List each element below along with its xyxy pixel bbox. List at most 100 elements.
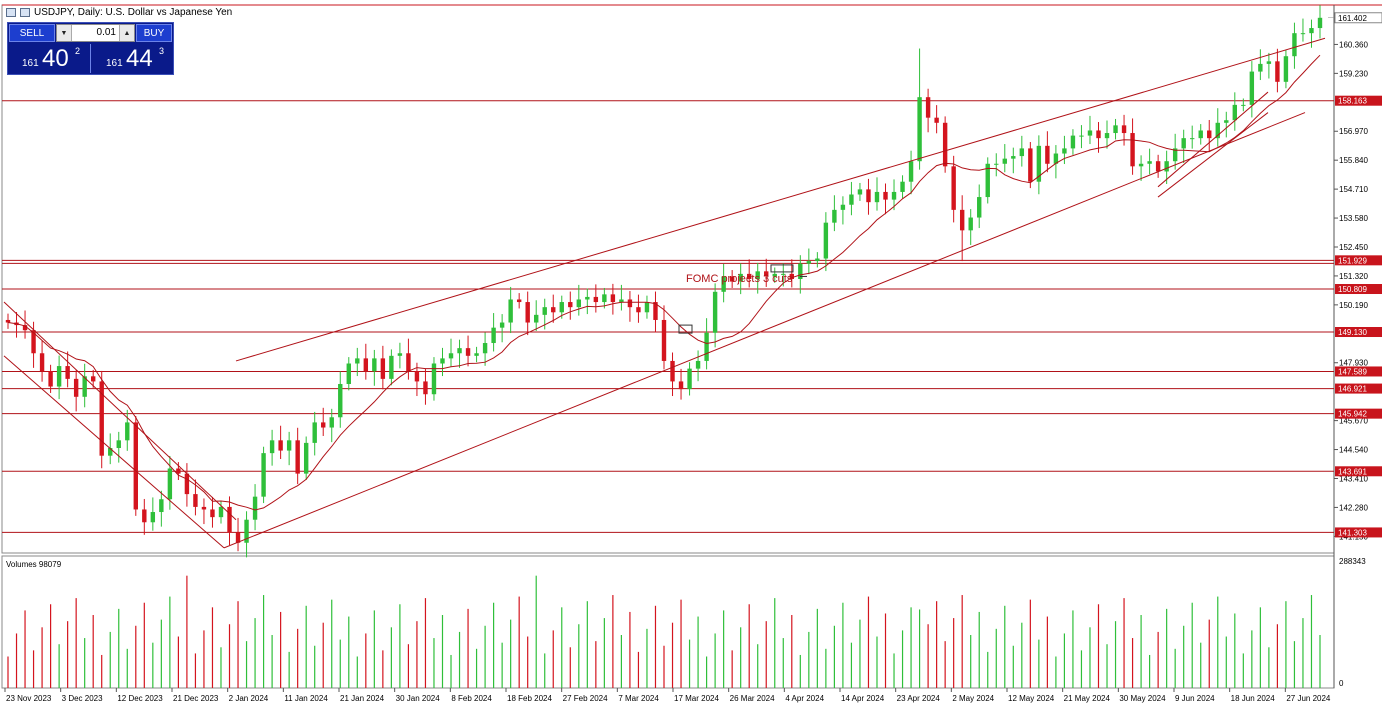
lot-size-input[interactable]: ▼ 0.01 ▲ (56, 24, 135, 42)
candle-body (56, 366, 62, 387)
level-label-box (1335, 95, 1382, 106)
candle-body (755, 271, 760, 279)
time-tick-label: 2 Jan 2024 (229, 694, 269, 703)
candle-body (269, 440, 275, 454)
candle-body (636, 307, 641, 313)
short-channel-lower-line (1157, 112, 1269, 198)
candle-body (1096, 130, 1101, 139)
fomc-annotation: FOMC projects 3 cuts (686, 273, 793, 285)
sell-button[interactable]: SELL (9, 24, 55, 42)
level-label: 145.942 (1338, 410, 1367, 419)
price-tick-label: 150.190 (1339, 301, 1368, 310)
candle-body (1045, 145, 1050, 164)
lower-channel-line (223, 112, 1306, 549)
candle-body (1266, 61, 1272, 64)
candle-body (798, 263, 803, 279)
price-tick-label: 151.320 (1339, 272, 1368, 281)
down-channel-upper-line (3, 301, 237, 521)
buy-price[interactable]: 161 44 3 (106, 45, 165, 72)
time-tick-label: 9 Jun 2024 (1175, 694, 1215, 703)
time-tick-label: 21 Dec 2023 (173, 694, 219, 703)
candle-body (142, 509, 147, 523)
sell-price[interactable]: 161 40 2 (22, 45, 81, 72)
candle-body (244, 519, 249, 543)
candle-body (516, 299, 522, 303)
candle-body (985, 163, 990, 198)
candle-body (1190, 138, 1195, 140)
candle-body (1164, 161, 1169, 172)
candle-body (1147, 161, 1152, 164)
candle-body (593, 296, 599, 303)
volume-zero-label: 0 (1339, 679, 1344, 688)
candle-body (1275, 61, 1280, 82)
candle-body (832, 209, 837, 223)
level-label-box (1335, 366, 1382, 377)
candle-body (977, 197, 982, 218)
candle-body (338, 383, 343, 418)
candle-body (474, 353, 479, 356)
candle-body (1198, 130, 1203, 139)
candle-body (355, 358, 360, 364)
lot-decrease-icon[interactable]: ▼ (57, 25, 72, 41)
candle-body (951, 166, 956, 210)
candle-body (602, 294, 607, 303)
candles (5, 5, 1323, 558)
candle-body (1283, 56, 1289, 82)
lot-size-value[interactable]: 0.01 (96, 27, 116, 38)
short-channel-upper-line (1157, 91, 1269, 188)
candle-body (789, 273, 794, 279)
lot-increase-icon[interactable]: ▲ (119, 25, 134, 41)
candle-body (286, 440, 292, 451)
candle-body (1028, 148, 1033, 182)
candle-body (525, 302, 530, 323)
time-tick-label: 27 Jun 2024 (1286, 694, 1331, 703)
candle-body (840, 204, 846, 210)
candle-body (678, 381, 684, 390)
time-tick-label: 8 Feb 2024 (451, 694, 492, 703)
candle-body (653, 302, 658, 320)
candle-body (1019, 148, 1025, 157)
candle-body (82, 376, 87, 397)
candle-body (1249, 71, 1255, 105)
candle-body (772, 273, 777, 277)
level-label: 151.929 (1338, 256, 1367, 265)
candle-body (576, 299, 582, 308)
candle-body (1172, 148, 1178, 162)
candle-body (534, 314, 539, 323)
price-tick-label: 147.930 (1339, 359, 1368, 368)
candle-body (806, 261, 812, 264)
candle-body (457, 348, 462, 354)
candle-body (1121, 125, 1127, 134)
candle-body (874, 191, 880, 203)
candle-body (167, 468, 173, 500)
time-tick-label: 14 Apr 2024 (841, 694, 885, 703)
time-tick-label: 30 May 2024 (1119, 694, 1166, 703)
candle-body (397, 353, 403, 356)
candle-body (465, 348, 471, 356)
time-tick-label: 4 Apr 2024 (785, 694, 824, 703)
candle-body (346, 363, 351, 384)
time-tick-label: 12 Dec 2023 (117, 694, 163, 703)
buy-button[interactable]: BUY (136, 24, 172, 42)
time-tick-label: 21 Jan 2024 (340, 694, 385, 703)
price-tick-label: 145.670 (1339, 417, 1368, 426)
candle-body (1215, 122, 1220, 139)
candle-body (159, 499, 164, 513)
candle-body (431, 363, 437, 395)
level-label: 158.163 (1338, 97, 1367, 106)
candle-body (1011, 156, 1016, 159)
candle-body (994, 163, 999, 165)
candle-body (193, 494, 198, 507)
level-label: 150.809 (1338, 285, 1367, 294)
moving-average-line (7, 54, 1321, 511)
candle-body (542, 307, 547, 315)
candle-body (1079, 135, 1084, 137)
candle-body (278, 440, 283, 451)
candle-body (210, 509, 215, 518)
down-channel-lower-line (3, 355, 225, 549)
candle-body (968, 217, 973, 231)
candle-body (389, 355, 394, 379)
candle-body (252, 496, 258, 520)
level-label: 146.921 (1338, 385, 1367, 394)
